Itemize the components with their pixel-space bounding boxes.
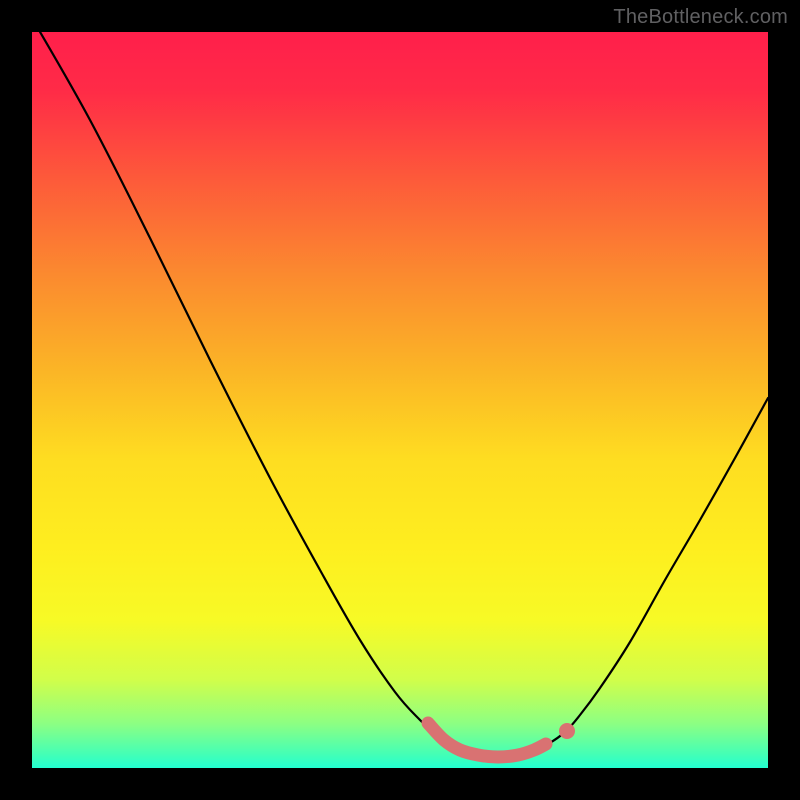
- watermark-text: TheBottleneck.com: [613, 6, 788, 29]
- gradient-background: [32, 32, 768, 768]
- bottleneck-chart: [0, 0, 800, 800]
- chart-stage: TheBottleneck.com: [0, 0, 800, 800]
- highlight-endpoint-dot: [559, 723, 575, 739]
